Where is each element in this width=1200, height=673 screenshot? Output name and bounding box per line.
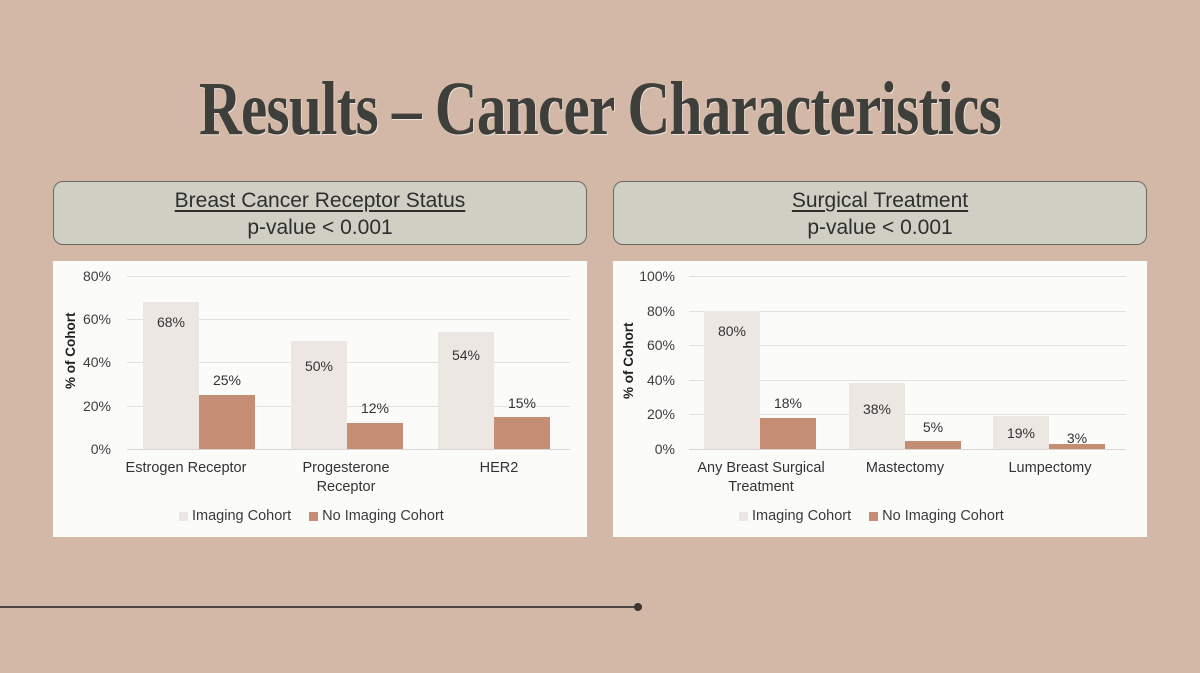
data-label: 18% (773, 395, 803, 411)
x-label-line: Treatment (728, 479, 794, 495)
x-label-lumpectomy: Lumpectomy (985, 459, 1115, 478)
data-label: 68% (156, 314, 186, 330)
y-tick: 20% (82, 398, 111, 414)
gridline (689, 345, 1126, 346)
surgical-treatment-header: Surgical Treatment p-value < 0.001 (613, 181, 1147, 245)
receptor-status-pvalue: p-value < 0.001 (247, 216, 393, 239)
legend-swatch-imaging (739, 511, 748, 521)
y-tick: 60% (646, 337, 675, 353)
bar-noimaging-mastectomy (905, 441, 961, 449)
bar-noimaging-estrogen (199, 395, 255, 449)
decorative-rule-endpoint (634, 603, 642, 611)
legend-swatch-no-imaging (309, 511, 319, 521)
data-label: 19% (1006, 425, 1036, 441)
x-label-line: Estrogen Receptor (125, 460, 247, 476)
gridline (689, 311, 1126, 312)
x-axis-line (689, 449, 1126, 450)
bar-imaging-any-surgery (704, 311, 760, 449)
data-label: 12% (360, 400, 390, 416)
legend-item-no-imaging: No Imaging Cohort (309, 508, 444, 524)
x-label-line: Receptor (316, 479, 376, 495)
legend-item-no-imaging: No Imaging Cohort (869, 508, 1004, 524)
data-label: 25% (212, 372, 242, 388)
legend-swatch-no-imaging (869, 511, 879, 521)
y-tick: 0% (90, 441, 111, 457)
x-axis-line (127, 449, 570, 450)
bar-noimaging-her2 (494, 417, 550, 449)
legend-item-imaging: Imaging Cohort (179, 508, 291, 524)
surgical-treatment-chart: % of Cohort 100% 80% 60% 40% 20% 0% 80% … (613, 261, 1147, 537)
gridline (689, 414, 1126, 415)
gridline (127, 276, 570, 277)
decorative-rule (0, 606, 637, 608)
x-label-line: Progesterone (302, 460, 390, 476)
y-tick: 80% (646, 303, 675, 319)
surgical-treatment-pvalue: p-value < 0.001 (807, 216, 953, 239)
chart-legend: Imaging Cohort No Imaging Cohort (739, 508, 1022, 524)
bar-imaging-progesterone (291, 341, 347, 449)
receptor-status-chart: % of Cohort 80% 60% 40% 20% 0% 68% 25% 5… (53, 261, 587, 537)
chart-legend: Imaging Cohort No Imaging Cohort (179, 508, 462, 524)
x-label-progesterone: Progesterone Receptor (283, 459, 409, 497)
gridline (127, 362, 570, 363)
bar-imaging-mastectomy (849, 383, 905, 449)
legend-item-imaging: Imaging Cohort (739, 508, 851, 524)
surgical-treatment-title: Surgical Treatment (791, 189, 969, 212)
data-label: 15% (507, 395, 537, 411)
plot-area: 80% 18% 38% 5% 19% 3% (689, 276, 1126, 450)
gridline (127, 406, 570, 407)
data-label: 3% (1066, 430, 1088, 446)
gridline (127, 319, 570, 320)
legend-swatch-imaging (179, 511, 188, 521)
legend-label: Imaging Cohort (192, 508, 292, 524)
y-tick: 80% (82, 268, 111, 284)
data-label: 80% (717, 323, 747, 339)
data-label: 5% (922, 419, 944, 435)
y-tick: 20% (646, 406, 675, 422)
x-label-her2: HER2 (436, 459, 562, 478)
bar-imaging-her2 (438, 332, 494, 449)
legend-label: Imaging Cohort (752, 508, 852, 524)
data-label: 54% (451, 347, 481, 363)
legend-label: No Imaging Cohort (322, 508, 444, 524)
x-label-line: Mastectomy (865, 460, 945, 476)
receptor-status-header: Breast Cancer Receptor Status p-value < … (53, 181, 587, 245)
receptor-status-title: Breast Cancer Receptor Status (174, 189, 466, 212)
x-label-any-surgery: Any Breast Surgical Treatment (683, 459, 839, 497)
bar-imaging-estrogen (143, 302, 199, 449)
y-tick: 40% (82, 354, 111, 370)
x-label-estrogen: Estrogen Receptor (123, 459, 249, 478)
plot-area: 68% 25% 50% 12% 54% 15% (127, 276, 570, 450)
data-label: 50% (304, 358, 334, 374)
x-label-line: Lumpectomy (1008, 460, 1092, 476)
data-label: 38% (862, 401, 892, 417)
bar-noimaging-lumpectomy (1049, 444, 1105, 449)
x-label-line: Any Breast Surgical (697, 460, 825, 476)
y-tick: 0% (654, 441, 675, 457)
slide-title: Results – Cancer Characteristics (198, 67, 1002, 151)
bar-imaging-lumpectomy (993, 416, 1049, 449)
x-label-mastectomy: Mastectomy (840, 459, 970, 478)
bar-noimaging-progesterone (347, 423, 403, 449)
x-label-line: HER2 (479, 460, 519, 476)
y-tick: 40% (646, 372, 675, 388)
bar-noimaging-any-surgery (760, 418, 816, 449)
y-tick: 60% (82, 311, 111, 327)
y-tick: 100% (639, 268, 675, 284)
legend-label: No Imaging Cohort (882, 508, 1004, 524)
gridline (689, 380, 1126, 381)
gridline (689, 276, 1126, 277)
